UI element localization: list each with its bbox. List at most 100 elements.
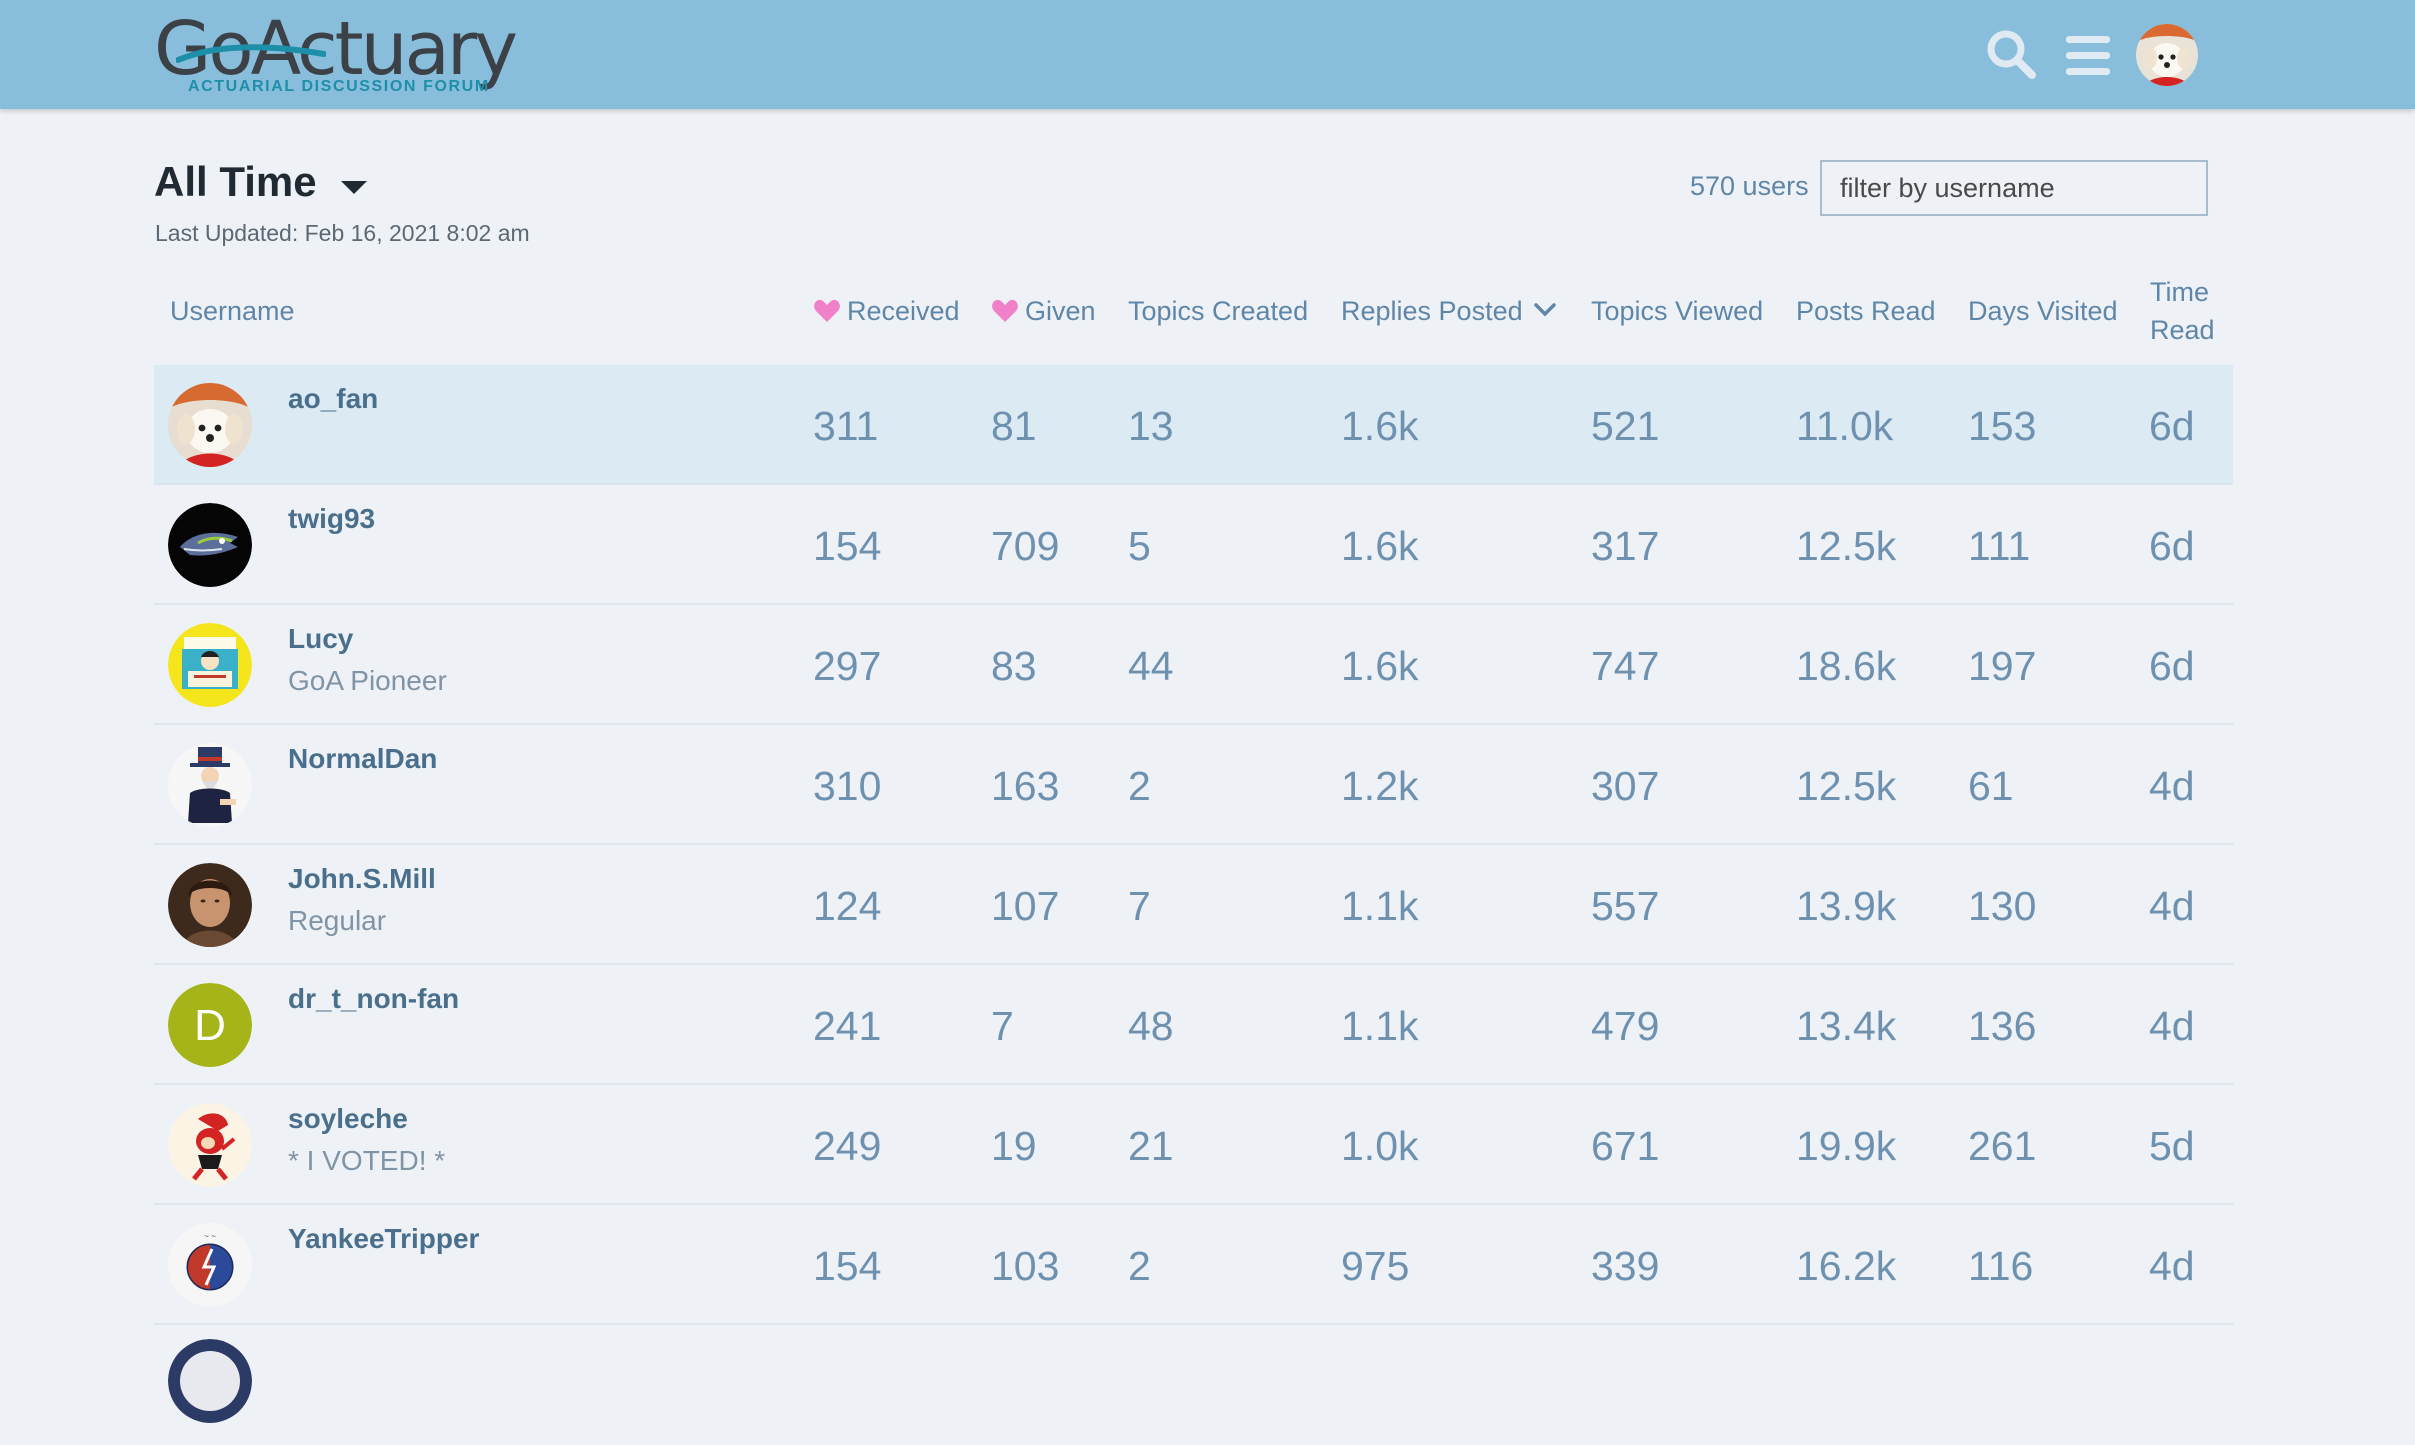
posts-read-count: 19.9k [1796, 1123, 1897, 1169]
days-visited-count: 261 [1968, 1123, 2037, 1169]
column-time-read-line1: Time [2150, 277, 2209, 307]
column-days-visited[interactable]: Days Visited [1968, 296, 2118, 326]
table-row: ao_fan 311 81 13 1.6k 521 11.0k 153 6d [154, 365, 2233, 485]
logo-swoosh-icon [176, 44, 326, 63]
current-user-avatar[interactable] [2136, 24, 2198, 86]
user-title: Regular [288, 905, 387, 936]
user-avatar[interactable] [168, 383, 252, 467]
site-header: GoActuary ACTUARIAL DISCUSSION FORUM [0, 0, 2415, 109]
received-count: 241 [813, 1003, 882, 1049]
replies-posted-count: 1.0k [1341, 1123, 1419, 1169]
topics-viewed-count: 339 [1591, 1243, 1660, 1289]
topics-viewed-count: 671 [1591, 1123, 1660, 1169]
table-row-partial [154, 1325, 2233, 1445]
time-read-value: 4d [2149, 883, 2195, 929]
received-count: 249 [813, 1123, 882, 1169]
user-avatar[interactable] [168, 1339, 252, 1423]
username-link[interactable]: Lucy [288, 623, 354, 654]
topics-created-count: 2 [1128, 763, 1151, 809]
user-avatar[interactable] [168, 503, 252, 587]
replies-posted-count: 1.6k [1341, 523, 1419, 569]
posts-read-count: 18.6k [1796, 643, 1897, 689]
table-row: NormalDan 310 163 2 1.2k 307 12.5k 61 4d [154, 725, 2233, 845]
username-filter-input[interactable] [1820, 160, 2208, 216]
posts-read-count: 13.9k [1796, 883, 1897, 929]
received-count: 154 [813, 1243, 882, 1289]
topics-created-count: 13 [1128, 403, 1174, 449]
replies-posted-count: 1.6k [1341, 643, 1419, 689]
user-avatar[interactable] [168, 623, 252, 707]
replies-posted-count: 1.1k [1341, 883, 1419, 929]
user-title: * I VOTED! * [288, 1145, 446, 1176]
column-received[interactable]: Received [813, 295, 960, 327]
username-link[interactable]: dr_t_non-fan [288, 983, 460, 1014]
replies-posted-count: 1.1k [1341, 1003, 1419, 1049]
user-avatar[interactable]: D [168, 983, 252, 1067]
replies-posted-count: 975 [1341, 1243, 1410, 1289]
replies-posted-count: 1.2k [1341, 763, 1419, 809]
received-count: 310 [813, 763, 882, 809]
time-read-value: 5d [2149, 1123, 2195, 1169]
search-icon[interactable] [1985, 28, 2037, 80]
username-link[interactable]: YankeeTripper [288, 1223, 480, 1254]
column-replies-posted[interactable]: Replies Posted [1341, 295, 1557, 327]
table-row: D dr_t_non-fan 241 7 48 1.1k 479 13.4k 1… [154, 965, 2233, 1085]
column-given[interactable]: Given [991, 295, 1096, 327]
posts-read-count: 13.4k [1796, 1003, 1897, 1049]
replies-posted-count: 1.6k [1341, 403, 1419, 449]
site-logo[interactable]: GoActuary ACTUARIAL DISCUSSION FORUM [154, 12, 518, 96]
column-given-label: Given [1025, 296, 1096, 326]
table-row: ~ ~ YankeeTripper 154 103 2 975 339 16.2… [154, 1205, 2233, 1325]
days-visited-count: 111 [1968, 523, 2031, 569]
received-count: 124 [813, 883, 882, 929]
user-count: 570 users [1690, 171, 1809, 201]
days-visited-count: 136 [1968, 1003, 2037, 1049]
posts-read-count: 12.5k [1796, 523, 1897, 569]
column-topics-viewed[interactable]: Topics Viewed [1591, 296, 1764, 326]
period-selector[interactable]: All Time [154, 158, 369, 206]
time-read-value: 6d [2149, 403, 2195, 449]
username-link[interactable]: John.S.Mill [288, 863, 436, 894]
column-received-label: Received [847, 296, 960, 326]
given-count: 7 [991, 1003, 1014, 1049]
column-topics-created[interactable]: Topics Created [1128, 296, 1309, 326]
time-read-value: 6d [2149, 643, 2195, 689]
column-posts-read[interactable]: Posts Read [1796, 296, 1936, 326]
heart-icon [992, 299, 1018, 322]
caret-down-icon [340, 181, 367, 194]
username-link[interactable]: soyleche [288, 1103, 408, 1134]
topics-created-count: 44 [1128, 643, 1174, 689]
topics-created-count: 2 [1128, 1243, 1151, 1289]
topics-created-count: 48 [1128, 1003, 1174, 1049]
hamburger-menu-icon[interactable] [2064, 32, 2112, 80]
given-count: 19 [991, 1123, 1037, 1169]
topics-viewed-count: 307 [1591, 763, 1660, 809]
given-count: 709 [991, 523, 1060, 569]
username-link[interactable]: NormalDan [288, 743, 438, 774]
username-link[interactable]: ao_fan [288, 383, 379, 414]
logo-tagline: ACTUARIAL DISCUSSION FORUM [188, 78, 490, 95]
column-replies-posted-label: Replies Posted [1341, 296, 1523, 326]
topics-created-count: 7 [1128, 883, 1151, 929]
posts-read-count: 11.0k [1796, 403, 1894, 449]
username-link[interactable]: twig93 [288, 503, 376, 534]
user-avatar[interactable]: ~ ~ [168, 1223, 252, 1307]
table-row: soyleche * I VOTED! * 249 19 21 1.0k 671… [154, 1085, 2233, 1205]
received-count: 154 [813, 523, 882, 569]
user-avatar[interactable] [168, 863, 252, 947]
user-avatar[interactable] [168, 1103, 252, 1187]
table-row: Lucy GoA Pioneer 297 83 44 1.6k 747 18.6… [154, 605, 2233, 725]
received-count: 311 [813, 403, 879, 449]
user-avatar[interactable] [168, 743, 252, 827]
given-count: 103 [991, 1243, 1060, 1289]
topics-created-count: 21 [1128, 1123, 1174, 1169]
time-read-value: 4d [2149, 1243, 2195, 1289]
table-row: John.S.Mill Regular 124 107 7 1.1k 557 1… [154, 845, 2233, 965]
column-username[interactable]: Username [170, 296, 295, 326]
heart-icon [814, 299, 840, 322]
given-count: 81 [991, 403, 1037, 449]
time-read-value: 4d [2149, 763, 2195, 809]
column-time-read[interactable]: Time Read [2150, 276, 2215, 346]
given-count: 107 [991, 883, 1060, 929]
posts-read-count: 16.2k [1796, 1243, 1897, 1289]
